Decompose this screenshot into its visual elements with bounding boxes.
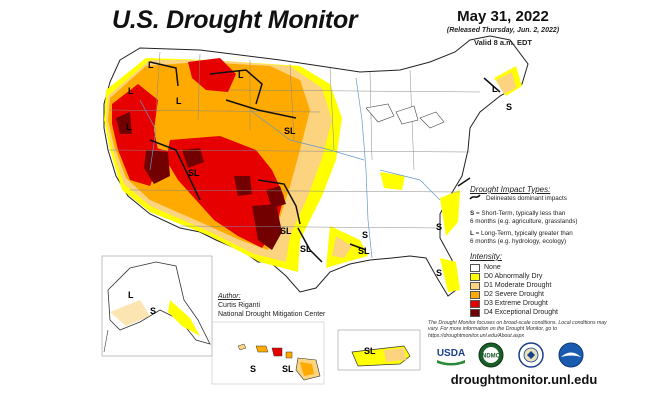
legend-item-d0: D0 Abnormally Dry bbox=[470, 272, 542, 281]
legend-swatch bbox=[470, 308, 480, 317]
legend-label: None bbox=[484, 264, 501, 271]
usda-logo-text: USDA bbox=[437, 348, 465, 359]
impact-short-term-text-2: 6 months (e.g. agriculture, grasslands) bbox=[470, 218, 578, 225]
footnote: The Drought Monitor focuses on broad-sca… bbox=[428, 320, 607, 339]
ndmc-logo-graphic: NDMC bbox=[478, 342, 504, 368]
map-label-s-ne: S bbox=[506, 102, 513, 112]
legend-label: D3 Extreme Drought bbox=[484, 300, 548, 307]
legend-item-d1: D1 Moderate Drought bbox=[470, 281, 551, 290]
website-url[interactable]: droughtmonitor.unl.edu bbox=[450, 372, 598, 387]
doc-seal-logo bbox=[518, 342, 544, 368]
legend-item-d2: D2 Severe Drought bbox=[470, 290, 544, 299]
author-block: Author: Curtis Riganti National Drought … bbox=[218, 292, 325, 319]
legend-label: D4 Exceptional Drought bbox=[484, 309, 558, 316]
legend-swatch bbox=[470, 263, 480, 272]
legend-item-none: None bbox=[470, 263, 501, 272]
map-label-sl-south: SL bbox=[280, 226, 292, 236]
map-label-s-ms: S bbox=[362, 230, 369, 240]
impact-long-term-text-2: 6 months (e.g. hydrology, ecology) bbox=[470, 238, 567, 245]
author-label: Author: bbox=[218, 293, 241, 300]
map-label-sl-pr: SL bbox=[364, 346, 376, 356]
ndmc-logo-text: NDMC bbox=[482, 354, 501, 360]
legend-label: D1 Moderate Drought bbox=[484, 282, 552, 289]
legend-swatch bbox=[470, 299, 480, 308]
noaa-logo bbox=[558, 342, 584, 368]
map-label-sl-gulf: SL bbox=[358, 246, 370, 256]
legend-swatch bbox=[470, 272, 480, 281]
map-label-s-hi: S bbox=[250, 364, 257, 374]
map-label-s-ak: S bbox=[150, 306, 157, 316]
map-label-sl-plains: SL bbox=[284, 126, 296, 136]
impact-long-term-text-1: = Long-Term, typically greater than bbox=[475, 230, 573, 237]
valid-time: Valid 8 a.m. EDT bbox=[474, 38, 532, 47]
map-date: May 31, 2022 bbox=[457, 8, 549, 25]
map-title: U.S. Drought Monitor bbox=[112, 6, 358, 34]
impact-short-term-text-1: = Short-Term, typically less than bbox=[475, 210, 566, 217]
impact-short-term: S = Short-Term, typically less than bbox=[470, 210, 565, 218]
map-label-sl-texas: SL bbox=[300, 244, 312, 254]
usda-logo-graphic: USDA bbox=[437, 348, 465, 366]
map-label-l-mt2: L bbox=[176, 96, 182, 106]
map-label-l-ak: L bbox=[128, 290, 134, 300]
author-org: National Drought Mitigation Center bbox=[218, 311, 326, 318]
map-label-s-se: S bbox=[436, 222, 443, 232]
legend-item-d4: D4 Exceptional Drought bbox=[470, 308, 558, 317]
legend-label: D0 Abnormally Dry bbox=[484, 273, 543, 280]
map-label-l-ca: L bbox=[126, 122, 132, 132]
impact-delineates: Delineates dominant impacts bbox=[486, 195, 567, 202]
map-label-l-nw2: L bbox=[128, 86, 134, 96]
impact-types-title: Drought Impact Types: bbox=[470, 185, 551, 194]
impact-l-letter: L bbox=[470, 230, 474, 237]
map-label-sl-hi: SL bbox=[282, 364, 294, 374]
map-label-sl-west: SL bbox=[188, 168, 200, 178]
impact-long-term: L = Long-Term, typically greater than bbox=[470, 230, 573, 238]
usda-logo: USDA bbox=[434, 344, 468, 366]
legend-swatch bbox=[470, 281, 480, 290]
map-label-l-mt: L bbox=[238, 70, 244, 80]
map-label-s-fl: S bbox=[436, 268, 443, 278]
impact-s-letter: S bbox=[470, 210, 475, 217]
ndmc-logo: NDMC bbox=[478, 342, 504, 368]
intensity-title: Intensity: bbox=[470, 252, 503, 261]
legend-item-d3: D3 Extreme Drought bbox=[470, 299, 548, 308]
map-label-l-ne: L bbox=[492, 84, 498, 94]
map-label-l-nw: L bbox=[148, 60, 154, 70]
release-note: (Released Thursday, Jun. 2, 2022) bbox=[446, 27, 560, 34]
author-name: Curtis Riganti bbox=[218, 302, 261, 309]
legend-swatch bbox=[470, 290, 480, 299]
legend-label: D2 Severe Drought bbox=[484, 291, 544, 298]
